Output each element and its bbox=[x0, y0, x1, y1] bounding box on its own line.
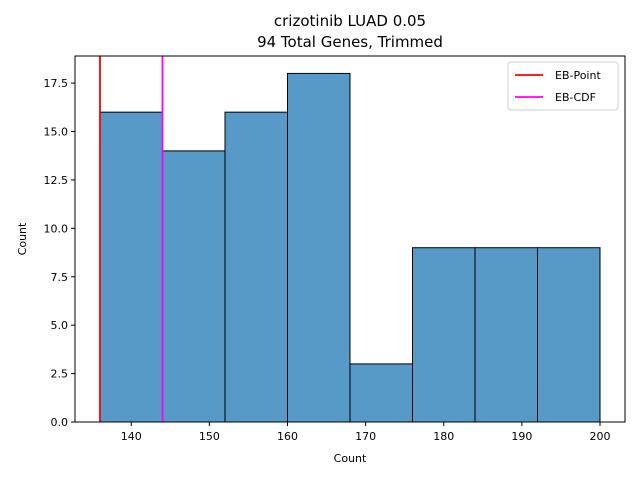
y-tick-label-3: 7.5 bbox=[51, 271, 69, 284]
histogram-bar-3 bbox=[288, 73, 351, 422]
y-axis-label: Count bbox=[16, 222, 29, 255]
histogram-bar-2 bbox=[225, 112, 288, 422]
y-tick-label-4: 10.0 bbox=[44, 222, 69, 235]
legend: EB-Point EB-CDF bbox=[508, 62, 618, 110]
x-tick-label-2: 160 bbox=[277, 430, 298, 443]
histogram-bar-5 bbox=[413, 248, 476, 422]
y-tick-label-6: 15.0 bbox=[44, 126, 69, 139]
histogram-bar-7 bbox=[538, 248, 601, 422]
x-tick-label-3: 170 bbox=[355, 430, 376, 443]
y-tick-label-7: 17.5 bbox=[44, 77, 69, 90]
y-tick-label-0: 0.0 bbox=[51, 416, 69, 429]
histogram-bars bbox=[100, 73, 600, 422]
x-axis-ticks: 140 150 160 170 180 190 200 bbox=[121, 422, 611, 443]
x-tick-label-1: 150 bbox=[199, 430, 220, 443]
histogram-bar-4 bbox=[350, 364, 413, 422]
chart-subtitle: 94 Total Genes, Trimmed bbox=[257, 33, 443, 51]
y-tick-label-2: 5.0 bbox=[51, 319, 69, 332]
histogram-bar-6 bbox=[475, 248, 538, 422]
legend-label-eb-point: EB-Point bbox=[555, 69, 601, 82]
y-axis-ticks: 0.0 2.5 5.0 7.5 10.0 12.5 15.0 17.5 bbox=[44, 77, 76, 429]
y-tick-label-1: 2.5 bbox=[51, 368, 69, 381]
histogram-bar-0 bbox=[100, 112, 163, 422]
chart-title: crizotinib LUAD 0.05 bbox=[274, 12, 426, 30]
x-tick-label-5: 190 bbox=[511, 430, 532, 443]
x-tick-label-4: 180 bbox=[433, 430, 454, 443]
x-tick-label-0: 140 bbox=[121, 430, 142, 443]
y-tick-label-5: 12.5 bbox=[44, 174, 69, 187]
histogram-bar-1 bbox=[163, 151, 226, 422]
x-axis-label: Count bbox=[334, 452, 367, 465]
x-tick-label-6: 200 bbox=[590, 430, 611, 443]
legend-label-eb-cdf: EB-CDF bbox=[555, 91, 596, 104]
